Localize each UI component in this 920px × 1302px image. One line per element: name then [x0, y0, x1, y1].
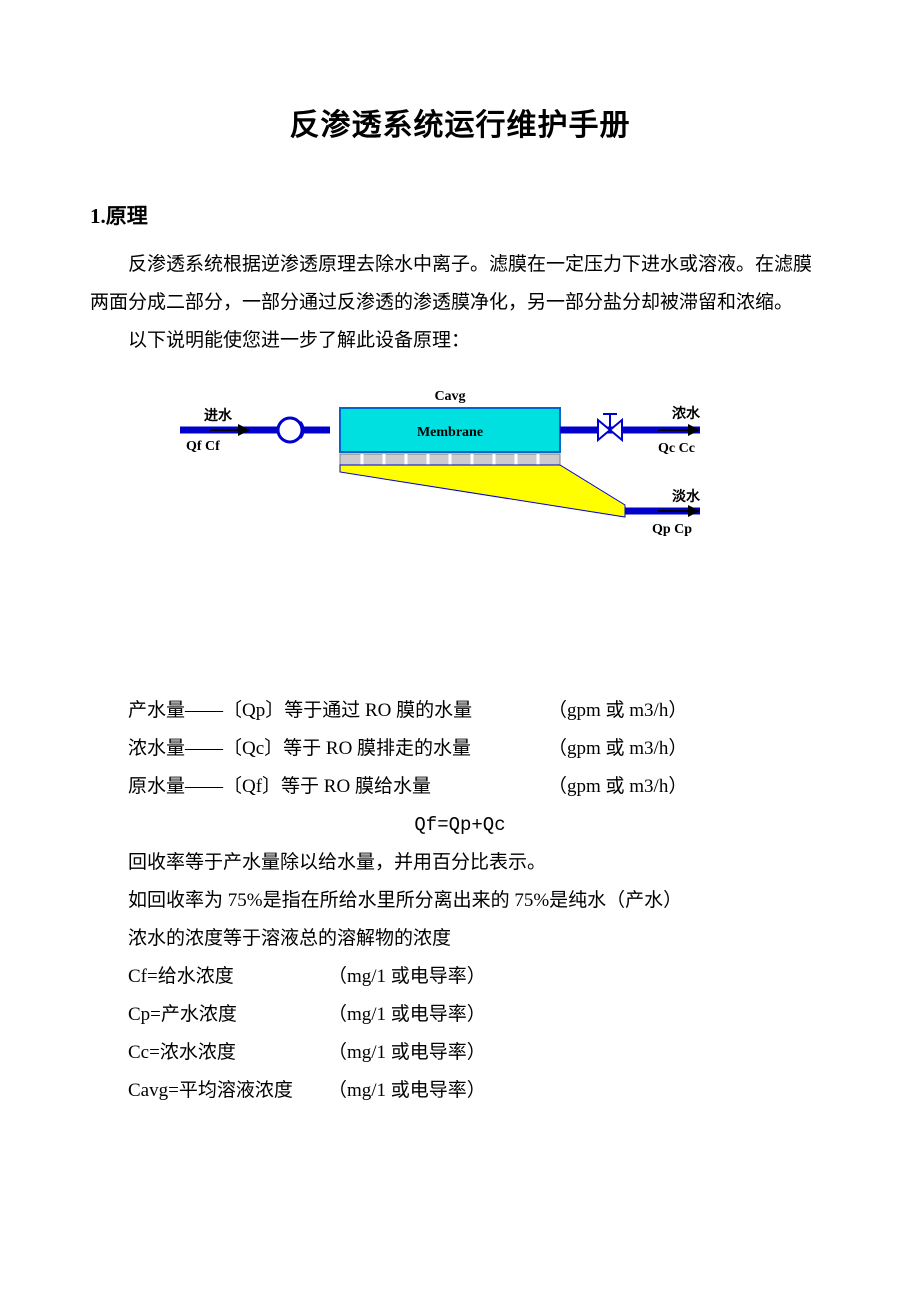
svg-text:Qf Cf: Qf Cf: [186, 439, 220, 454]
def-row-left: 浓水量――〔Qc〕等于 RO 膜排走的水量: [128, 730, 548, 768]
svg-text:浓水: 浓水: [672, 405, 701, 422]
svg-text:Qc Cc: Qc Cc: [658, 441, 695, 456]
def-line: 回收率等于产水量除以给水量，并用百分比表示。: [128, 844, 830, 882]
def-row: 浓水量――〔Qc〕等于 RO 膜排走的水量（gpm 或 m3/h）: [128, 730, 830, 768]
ro-diagram: 进水 Qf Cf Cavg Membrane 浓水 Qc Cc 淡水 Qp Cp: [90, 372, 830, 552]
section-1-p2: 以下说明能使您进一步了解此设备原理：: [90, 322, 830, 360]
ro-diagram-svg: 进水 Qf Cf Cavg Membrane 浓水 Qc Cc 淡水 Qp Cp: [180, 372, 740, 552]
def-row-right: （gpm 或 m3/h）: [548, 692, 687, 730]
def-row-right: （gpm 或 m3/h）: [548, 768, 687, 806]
conc-row-left: Cavg=平均溶液浓度: [128, 1072, 328, 1110]
conc-row: Cavg=平均溶液浓度（mg/1 或电导率）: [128, 1072, 830, 1110]
svg-text:淡水: 淡水: [672, 488, 701, 505]
conc-row-left: Cc=浓水浓度: [128, 1034, 328, 1072]
section-1-heading: 1.原理: [90, 200, 830, 230]
conc-row-left: Cp=产水浓度: [128, 996, 328, 1034]
svg-text:进水: 进水: [204, 407, 233, 424]
conc-row-left: Cf=给水浓度: [128, 958, 328, 996]
def-row: 原水量――〔Qf〕等于 RO 膜给水量（gpm 或 m3/h）: [128, 768, 830, 806]
conc-row: Cf=给水浓度（mg/1 或电导率）: [128, 958, 830, 996]
svg-text:Membrane: Membrane: [417, 425, 483, 440]
conc-row-right: （mg/1 或电导率）: [328, 958, 486, 996]
conc-row-right: （mg/1 或电导率）: [328, 1034, 486, 1072]
doc-title: 反渗透系统运行维护手册: [90, 100, 830, 144]
conc-row-right: （mg/1 或电导率）: [328, 996, 486, 1034]
section-1-p1: 反渗透系统根据逆渗透原理去除水中离子。滤膜在一定压力下进水或溶液。在滤膜两面分成…: [90, 246, 830, 322]
def-line: 如回收率为 75%是指在所给水里所分离出来的 75%是纯水（产水）: [128, 882, 830, 920]
svg-text:Cavg: Cavg: [434, 389, 465, 404]
svg-text:Qp Cp: Qp Cp: [652, 522, 692, 537]
def-row-left: 产水量――〔Qp〕等于通过 RO 膜的水量: [128, 692, 548, 730]
conc-row: Cp=产水浓度（mg/1 或电导率）: [128, 996, 830, 1034]
conc-row: Cc=浓水浓度（mg/1 或电导率）: [128, 1034, 830, 1072]
def-line: 浓水的浓度等于溶液总的溶解物的浓度: [128, 920, 830, 958]
mass-balance-equation: Qf=Qp+Qc: [90, 806, 830, 844]
def-row-left: 原水量――〔Qf〕等于 RO 膜给水量: [128, 768, 548, 806]
def-row: 产水量――〔Qp〕等于通过 RO 膜的水量（gpm 或 m3/h）: [128, 692, 830, 730]
conc-row-right: （mg/1 或电导率）: [328, 1072, 486, 1110]
def-row-right: （gpm 或 m3/h）: [548, 730, 687, 768]
definitions-block: 产水量――〔Qp〕等于通过 RO 膜的水量（gpm 或 m3/h）浓水量――〔Q…: [90, 692, 830, 1110]
